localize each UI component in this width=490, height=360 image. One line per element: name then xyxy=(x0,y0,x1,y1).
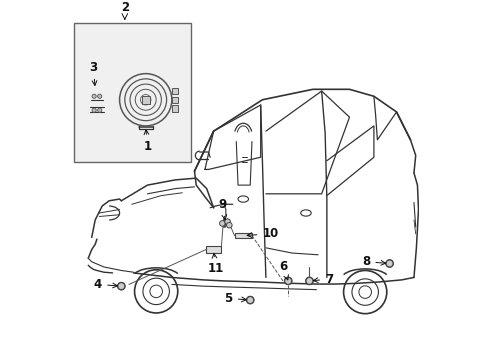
Circle shape xyxy=(386,260,393,267)
Bar xyxy=(172,88,178,94)
Text: 1: 1 xyxy=(144,130,151,153)
Text: 4: 4 xyxy=(94,278,118,291)
Text: 3: 3 xyxy=(89,60,98,85)
Text: 11: 11 xyxy=(207,253,223,275)
Circle shape xyxy=(226,222,232,228)
Bar xyxy=(172,96,178,103)
Circle shape xyxy=(225,219,230,225)
Circle shape xyxy=(98,108,102,112)
Bar xyxy=(142,95,150,104)
Circle shape xyxy=(118,283,125,290)
Text: 9: 9 xyxy=(218,198,227,220)
Text: 2: 2 xyxy=(121,1,129,14)
Text: 8: 8 xyxy=(362,255,386,268)
Circle shape xyxy=(247,297,254,303)
Circle shape xyxy=(98,94,102,98)
Bar xyxy=(235,233,252,238)
Bar xyxy=(206,246,221,253)
Circle shape xyxy=(92,94,96,98)
Text: 5: 5 xyxy=(224,292,246,305)
Text: 7: 7 xyxy=(313,273,333,286)
Bar xyxy=(74,23,191,162)
Bar xyxy=(172,105,178,112)
Circle shape xyxy=(92,108,96,112)
Text: 6: 6 xyxy=(279,261,289,280)
Circle shape xyxy=(220,221,225,226)
Text: 10: 10 xyxy=(247,228,279,240)
Circle shape xyxy=(285,278,292,284)
Circle shape xyxy=(306,278,313,284)
